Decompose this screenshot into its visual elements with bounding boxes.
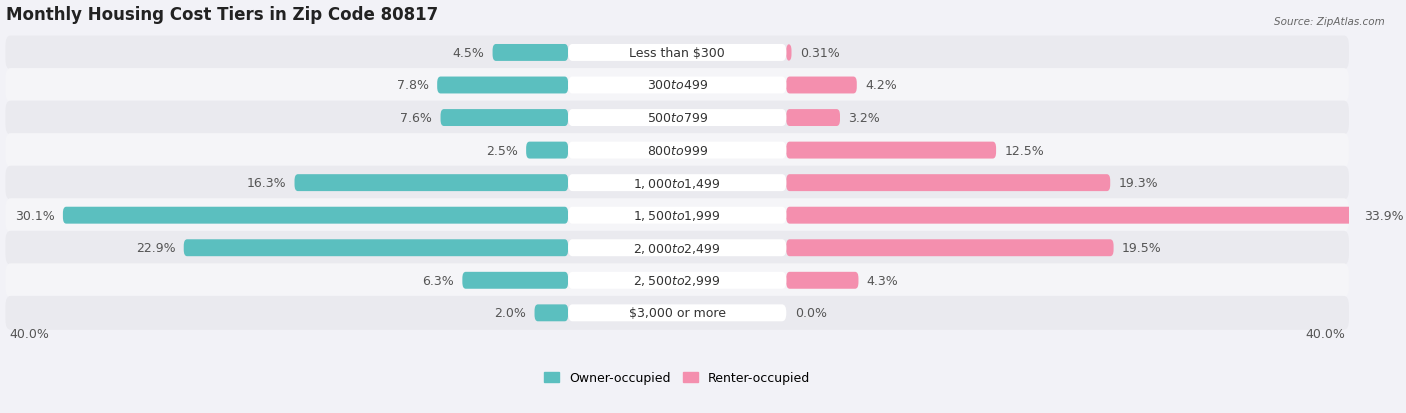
FancyBboxPatch shape <box>568 207 786 224</box>
FancyBboxPatch shape <box>294 175 568 192</box>
Text: 4.2%: 4.2% <box>865 79 897 92</box>
Text: 7.8%: 7.8% <box>396 79 429 92</box>
Text: $800 to $999: $800 to $999 <box>647 144 707 157</box>
Text: 19.5%: 19.5% <box>1122 242 1161 255</box>
FancyBboxPatch shape <box>6 69 1348 103</box>
FancyBboxPatch shape <box>463 272 568 289</box>
FancyBboxPatch shape <box>568 45 786 62</box>
FancyBboxPatch shape <box>6 231 1348 265</box>
FancyBboxPatch shape <box>568 175 786 192</box>
Text: $300 to $499: $300 to $499 <box>647 79 707 92</box>
FancyBboxPatch shape <box>6 166 1348 200</box>
FancyBboxPatch shape <box>786 142 995 159</box>
FancyBboxPatch shape <box>786 240 1114 256</box>
FancyBboxPatch shape <box>6 199 1348 233</box>
FancyBboxPatch shape <box>786 175 1111 192</box>
Text: 7.6%: 7.6% <box>401 112 432 125</box>
Text: Source: ZipAtlas.com: Source: ZipAtlas.com <box>1274 17 1385 26</box>
FancyBboxPatch shape <box>568 305 786 321</box>
FancyBboxPatch shape <box>568 272 786 289</box>
FancyBboxPatch shape <box>6 296 1348 330</box>
Text: 0.0%: 0.0% <box>794 306 827 320</box>
FancyBboxPatch shape <box>568 240 786 256</box>
FancyBboxPatch shape <box>786 45 792 62</box>
FancyBboxPatch shape <box>568 142 786 159</box>
Text: $1,000 to $1,499: $1,000 to $1,499 <box>633 176 721 190</box>
FancyBboxPatch shape <box>786 110 839 127</box>
FancyBboxPatch shape <box>6 36 1348 70</box>
Text: $2,500 to $2,999: $2,500 to $2,999 <box>633 274 721 287</box>
Text: 33.9%: 33.9% <box>1364 209 1403 222</box>
Text: 16.3%: 16.3% <box>246 177 287 190</box>
FancyBboxPatch shape <box>526 142 568 159</box>
Text: Less than $300: Less than $300 <box>630 47 725 60</box>
FancyBboxPatch shape <box>6 101 1348 135</box>
Text: 22.9%: 22.9% <box>136 242 176 255</box>
Text: 0.31%: 0.31% <box>800 47 839 60</box>
Text: $2,000 to $2,499: $2,000 to $2,499 <box>633 241 721 255</box>
Legend: Owner-occupied, Renter-occupied: Owner-occupied, Renter-occupied <box>544 372 810 385</box>
FancyBboxPatch shape <box>6 264 1348 297</box>
Text: 40.0%: 40.0% <box>10 327 49 339</box>
Text: 4.5%: 4.5% <box>453 47 484 60</box>
Text: Monthly Housing Cost Tiers in Zip Code 80817: Monthly Housing Cost Tiers in Zip Code 8… <box>6 5 439 24</box>
Text: $3,000 or more: $3,000 or more <box>628 306 725 320</box>
Text: 12.5%: 12.5% <box>1004 144 1045 157</box>
Text: $1,500 to $1,999: $1,500 to $1,999 <box>633 209 721 223</box>
FancyBboxPatch shape <box>492 45 568 62</box>
Text: $500 to $799: $500 to $799 <box>647 112 707 125</box>
FancyBboxPatch shape <box>786 272 859 289</box>
FancyBboxPatch shape <box>786 207 1355 224</box>
Text: 6.3%: 6.3% <box>422 274 454 287</box>
Text: 3.2%: 3.2% <box>848 112 880 125</box>
Text: 2.5%: 2.5% <box>486 144 517 157</box>
Text: 30.1%: 30.1% <box>14 209 55 222</box>
FancyBboxPatch shape <box>534 305 568 321</box>
FancyBboxPatch shape <box>568 110 786 127</box>
FancyBboxPatch shape <box>6 134 1348 168</box>
FancyBboxPatch shape <box>63 207 568 224</box>
Text: 40.0%: 40.0% <box>1305 327 1346 339</box>
FancyBboxPatch shape <box>184 240 568 256</box>
FancyBboxPatch shape <box>568 77 786 94</box>
Text: 2.0%: 2.0% <box>495 306 526 320</box>
FancyBboxPatch shape <box>440 110 568 127</box>
Text: 19.3%: 19.3% <box>1119 177 1159 190</box>
FancyBboxPatch shape <box>786 77 856 94</box>
Text: 4.3%: 4.3% <box>868 274 898 287</box>
FancyBboxPatch shape <box>437 77 568 94</box>
